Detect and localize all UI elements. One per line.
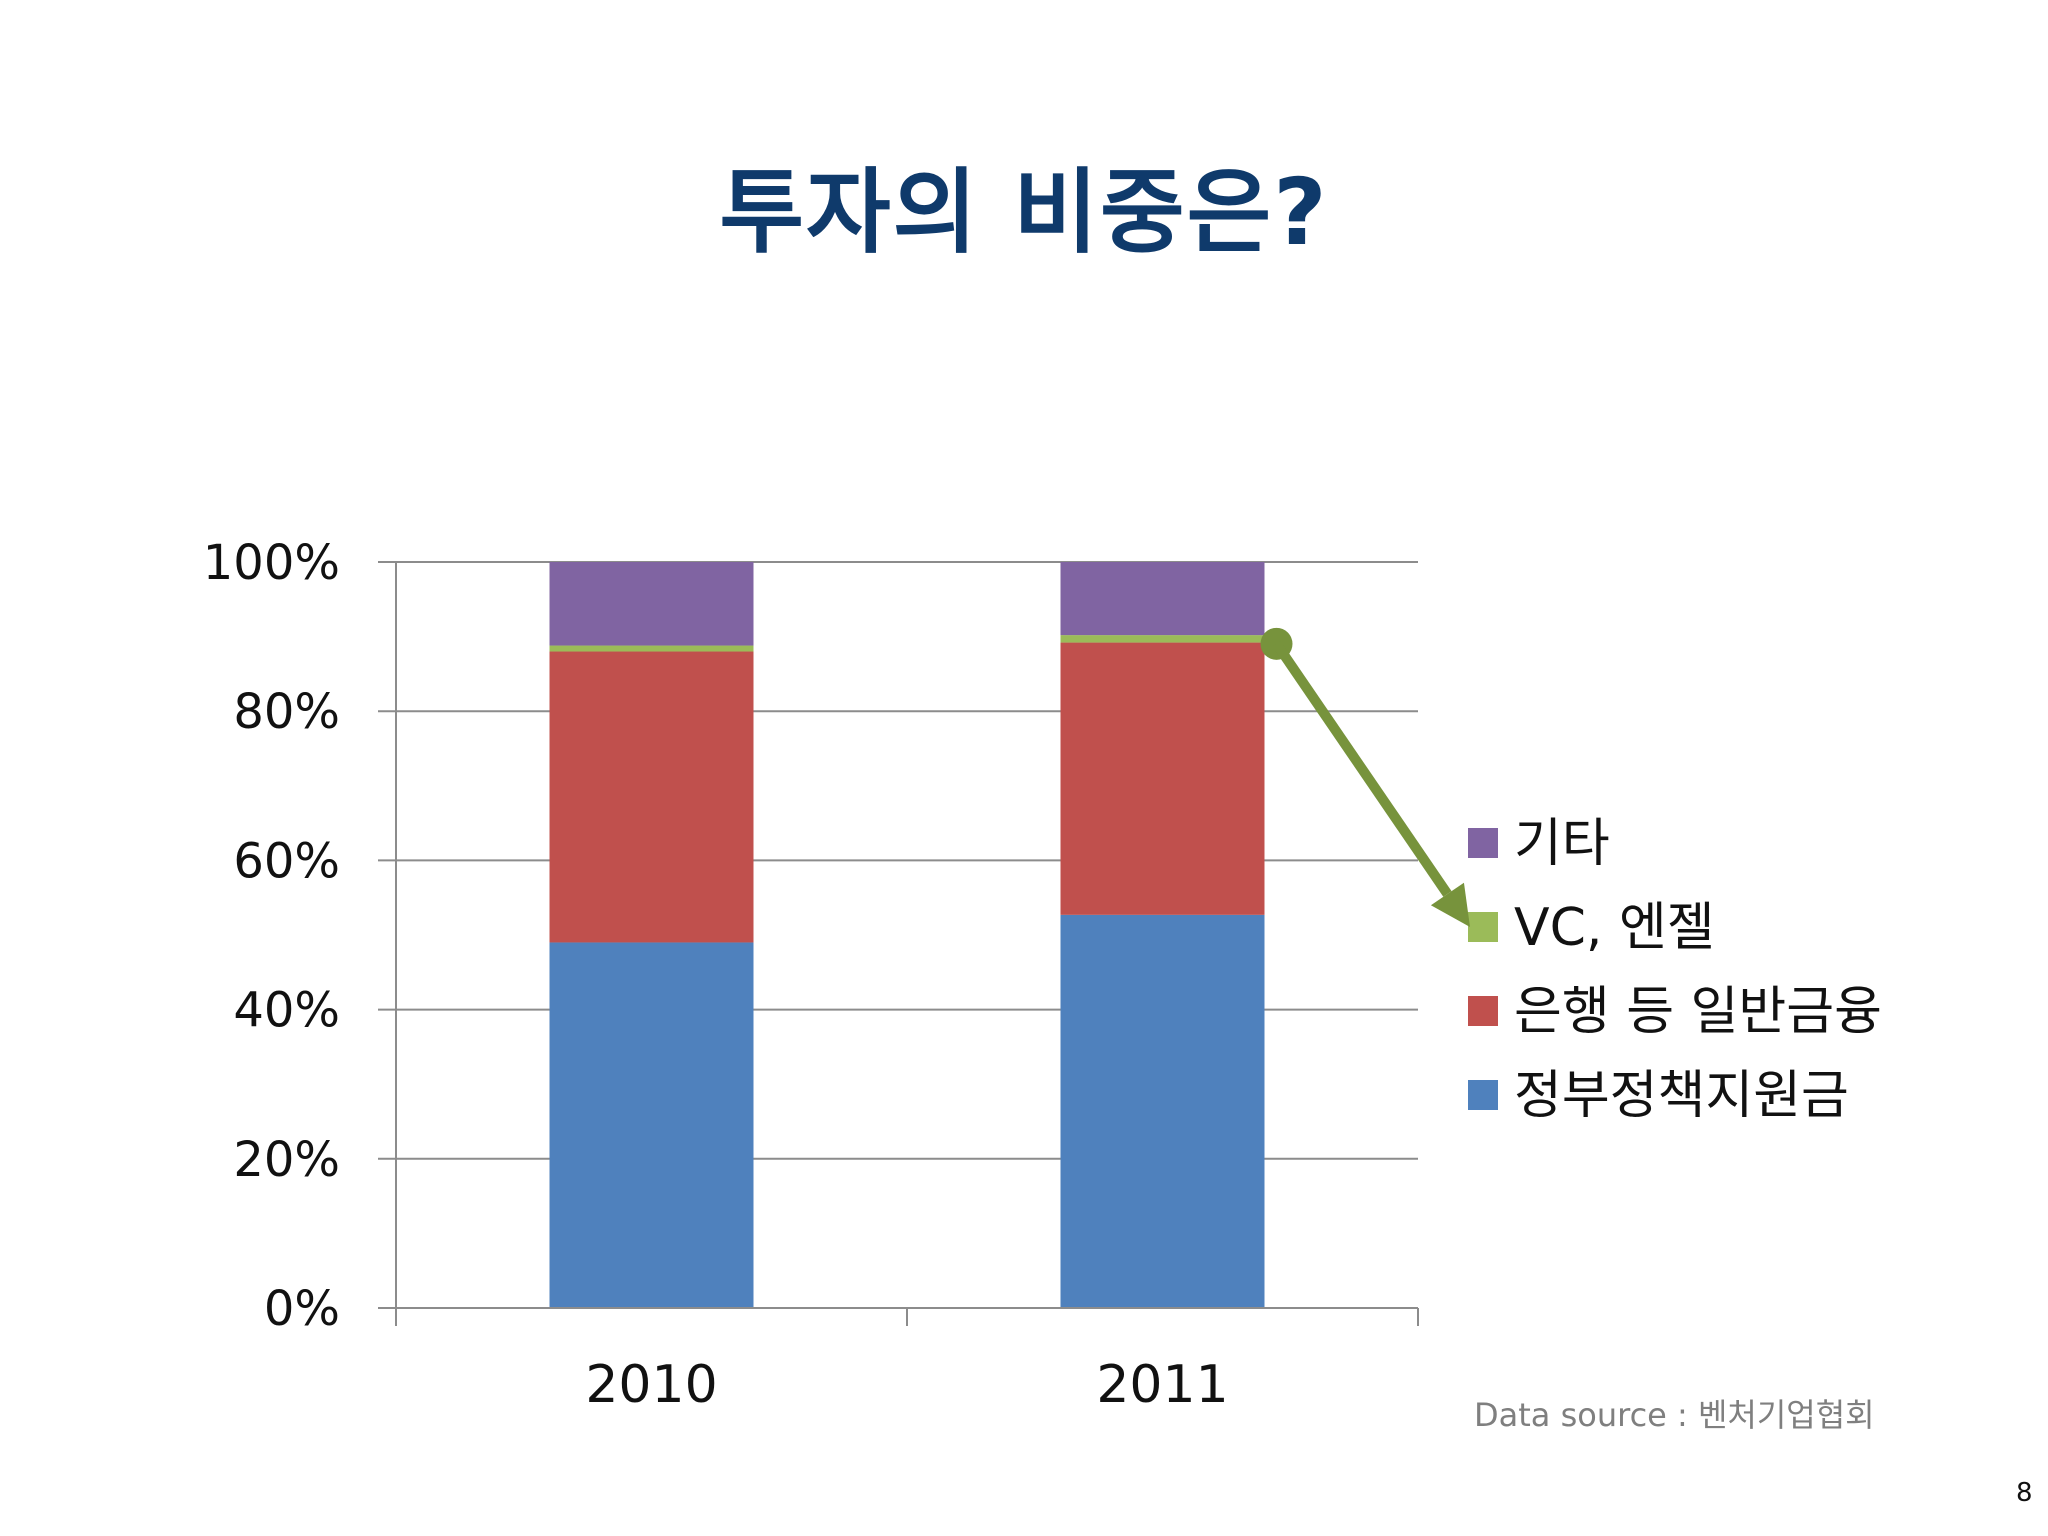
x-tick-label: 2011 <box>1096 1355 1228 1415</box>
arrow-shaft <box>1272 641 1452 897</box>
legend-swatch <box>1468 828 1498 858</box>
y-tick-label: 60% <box>233 833 340 889</box>
legend-swatch <box>1468 996 1498 1026</box>
y-tick-labels: 0% 20% 40% 60% 80% 100% <box>203 535 340 1337</box>
x-tick-label: 2010 <box>585 1355 717 1415</box>
x-tick-labels: 2010 2011 <box>585 1355 1228 1415</box>
y-tick-label: 0% <box>264 1281 340 1337</box>
legend-label: 은행 등 일반금융 <box>1514 982 1882 1042</box>
legend-label: 정부정책지원금 <box>1514 1066 1849 1126</box>
bar-segment <box>549 651 754 943</box>
arrow-head <box>1430 882 1470 927</box>
bar-segment <box>549 942 754 1308</box>
y-tick-label: 100% <box>203 535 340 591</box>
data-source: Data source : 벤처기업협회 <box>1474 1396 1875 1434</box>
legend-label: VC, 엔젤 <box>1514 898 1715 958</box>
bar-segment <box>549 562 754 646</box>
y-tick-label: 40% <box>233 983 340 1039</box>
page-number: 8 <box>2016 1478 2033 1508</box>
y-tick-label: 20% <box>233 1132 340 1188</box>
legend-swatch <box>1468 912 1498 942</box>
bar-segment <box>1060 914 1265 1308</box>
bar-segment <box>1060 635 1265 643</box>
slide-title: 투자의 비중은? <box>719 159 1329 266</box>
bar-segment <box>1060 642 1265 915</box>
bar-segment <box>549 645 754 652</box>
legend-label: 기타 <box>1514 814 1610 874</box>
bars <box>549 562 1265 1308</box>
annotation-arrow <box>1260 627 1470 927</box>
bar-segment <box>1060 562 1265 636</box>
legend-swatch <box>1468 1080 1498 1110</box>
y-tick-label: 80% <box>233 684 340 740</box>
axes <box>395 562 1419 1326</box>
